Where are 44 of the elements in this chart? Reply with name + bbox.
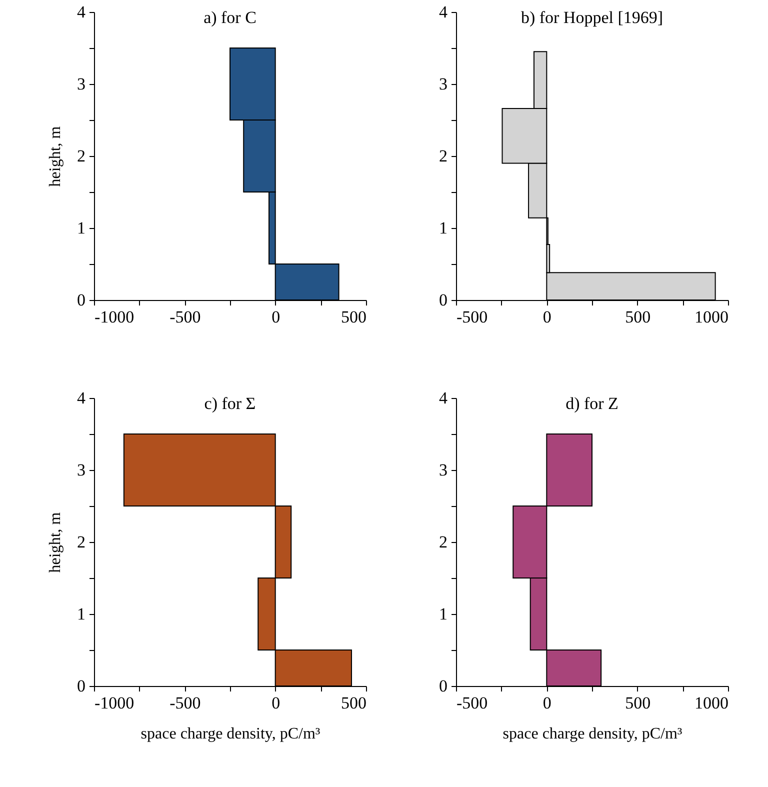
- y-tick-label: 1: [439, 218, 448, 238]
- y-tick-label: 3: [77, 460, 86, 480]
- x-tick-label: 0: [272, 694, 280, 712]
- y-tick-label: 2: [77, 532, 86, 552]
- y-tick-label: 0: [77, 290, 86, 310]
- y-tick-label: 0: [439, 676, 448, 696]
- x-tick-label: 0: [272, 308, 280, 326]
- x-tick-label: 0: [542, 694, 552, 712]
- y-tick-label: 4: [77, 388, 86, 408]
- x-tick-label: -500: [170, 694, 201, 712]
- y-tick-label: 3: [439, 74, 448, 94]
- x-tick-label: 1000: [694, 308, 728, 326]
- x-tick-label: -1000: [94, 308, 134, 326]
- x-tick-label: 500: [625, 308, 651, 326]
- y-tick-label: 1: [439, 604, 448, 624]
- chart-title: b) for Hoppel [1969]: [520, 8, 664, 27]
- y-tick-label: 4: [77, 2, 86, 22]
- x-tick-label: 1000: [694, 694, 728, 712]
- y-tick-label: 0: [77, 676, 86, 696]
- y-tick-label: 1: [77, 604, 86, 624]
- y-tick-label: 2: [439, 146, 448, 166]
- chart-title: c) for Σ: [204, 394, 256, 413]
- x-axis-title: space charge density, pC/m³: [140, 726, 320, 742]
- x-tick-label: 500: [625, 694, 651, 712]
- y-tick-label: 4: [439, 2, 448, 22]
- y-axis-title: height, m: [47, 512, 64, 573]
- x-tick-label: -1000: [94, 694, 134, 712]
- y-tick-label: 2: [439, 532, 448, 552]
- y-tick-label: 2: [77, 146, 86, 166]
- x-axis-title: space charge density, pC/m³: [502, 726, 682, 742]
- y-tick-label: 0: [439, 290, 448, 310]
- x-tick-label: -500: [456, 694, 488, 712]
- x-tick-label: 0: [542, 308, 552, 326]
- x-tick-label: -500: [456, 308, 488, 326]
- y-tick-label: 4: [439, 388, 448, 408]
- y-tick-label: 1: [77, 218, 86, 238]
- chart-title: a) for C: [204, 8, 256, 27]
- y-tick-label: 3: [77, 74, 86, 94]
- x-tick-label: 500: [341, 308, 366, 326]
- chart-title: d) for Z: [566, 394, 618, 413]
- y-axis-title: height, m: [47, 126, 64, 187]
- y-tick-label: 3: [439, 460, 448, 480]
- x-tick-label: 500: [341, 694, 366, 712]
- x-tick-label: -500: [170, 308, 201, 326]
